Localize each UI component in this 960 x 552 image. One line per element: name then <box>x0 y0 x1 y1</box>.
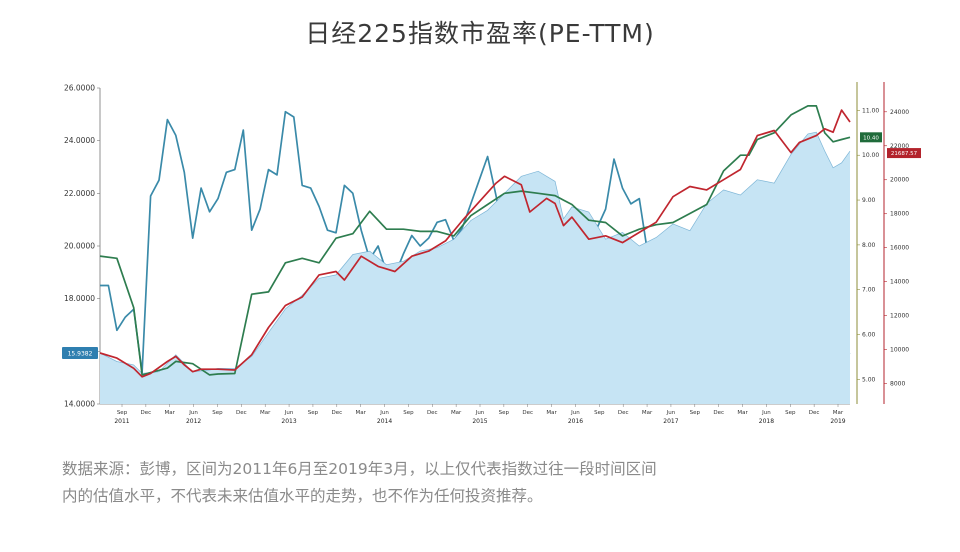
x-year-label: 2014 <box>377 418 392 425</box>
x-tick-label: Mar <box>260 410 271 416</box>
x-tick-label: Sep <box>594 410 605 416</box>
x-tick-label: Dec <box>809 410 820 416</box>
x-tick-label: Mar <box>165 410 176 416</box>
x-tick-label: Dec <box>618 410 629 416</box>
x-year-label: 2018 <box>759 418 774 425</box>
x-tick-label: Jun <box>284 410 294 416</box>
x-tick-label: Dec <box>713 410 724 416</box>
x-year-label: 2013 <box>281 418 296 425</box>
x-year-label: 2012 <box>186 418 201 425</box>
x-tick-label: Jun <box>666 410 676 416</box>
x-tick-label: Dec <box>331 410 342 416</box>
x-tick-label: Dec <box>141 410 152 416</box>
right-outer-tick-label: 12000 <box>890 313 909 320</box>
x-year-label: 2016 <box>568 418 583 425</box>
series-red-line <box>99 109 851 378</box>
right-inner-tick-label: 5.00 <box>862 376 876 383</box>
x-tick-label: Jun <box>188 410 198 416</box>
right-outer-tick-label: 8000 <box>890 381 905 388</box>
right-outer-tick-label: 10000 <box>890 347 909 354</box>
series-index-outline <box>99 131 851 374</box>
x-tick-label: Mar <box>642 410 653 416</box>
right-outer-tick-label: 16000 <box>890 245 909 252</box>
x-tick-label: Mar <box>546 410 557 416</box>
x-tick-label: Jun <box>761 410 771 416</box>
red-last-value-label: 21687.57 <box>891 151 918 157</box>
right-inner-tick-label: 9.00 <box>862 197 876 204</box>
x-tick-label: Sep <box>117 410 128 416</box>
left-tick-label: 22.0000 <box>64 189 95 198</box>
right-inner-tick-label: 6.00 <box>862 332 876 339</box>
right-outer-tick-label: 20000 <box>890 177 909 184</box>
left-last-value-label: 15.9382 <box>68 350 93 357</box>
chart-title: 日经225指数市盈率(PE-TTM) <box>305 19 655 48</box>
x-tick-label: Jun <box>475 410 485 416</box>
x-year-label: 2015 <box>472 418 487 425</box>
right-outer-tick-label: 24000 <box>890 109 909 116</box>
source-caption: 数据来源：彭博，区间为2011年6月至2019年3月，以上仅代表指数过往一段时间… <box>62 456 942 510</box>
x-tick-label: Sep <box>212 410 223 416</box>
x-tick-label: Dec <box>236 410 247 416</box>
x-tick-label: Mar <box>737 410 748 416</box>
green-last-value-badge <box>860 132 882 143</box>
x-tick-label: Sep <box>690 410 701 416</box>
x-year-label: 2011 <box>114 418 129 425</box>
right-outer-tick-label: 18000 <box>890 211 909 218</box>
x-year-label: 2017 <box>663 418 678 425</box>
series-index-area <box>100 132 850 404</box>
x-tick-label: Dec <box>427 410 438 416</box>
left-last-value-badge <box>62 346 98 359</box>
caption-line-2: 内的估值水平，不代表未来估值水平的走势，也不作为任何投资推荐。 <box>62 487 543 505</box>
x-tick-label: Mar <box>451 410 462 416</box>
x-tick-label: Mar <box>355 410 366 416</box>
left-tick-label: 18.0000 <box>64 294 95 303</box>
x-tick-label: Sep <box>403 410 414 416</box>
caption-line-1: 数据来源：彭博，区间为2011年6月至2019年3月，以上仅代表指数过往一段时间… <box>62 460 657 478</box>
green-last-value-label: 10.40 <box>863 135 879 141</box>
right-inner-tick-label: 7.00 <box>862 287 876 294</box>
x-tick-label: Sep <box>308 410 319 416</box>
series-green-line <box>99 105 851 376</box>
x-tick-label: Sep <box>785 410 796 416</box>
left-tick-label: 26.0000 <box>64 84 95 93</box>
red-last-value-badge <box>887 148 921 159</box>
right-outer-tick-label: 22000 <box>890 143 909 150</box>
left-tick-label: 20.0000 <box>64 242 95 251</box>
x-tick-label: Sep <box>499 410 510 416</box>
x-tick-label: Jun <box>570 410 580 416</box>
x-tick-label: Jun <box>379 410 389 416</box>
right-inner-tick-label: 11.00 <box>862 107 879 114</box>
right-outer-tick-label: 14000 <box>890 279 909 286</box>
x-tick-label: Dec <box>522 410 533 416</box>
x-year-label: 2019 <box>830 418 845 425</box>
right-inner-tick-label: 8.00 <box>862 242 876 249</box>
left-tick-label: 24.0000 <box>64 136 95 145</box>
right-inner-tick-label: 10.00 <box>862 152 879 159</box>
x-tick-label: Mar <box>833 410 844 416</box>
left-tick-label: 14.0000 <box>64 400 95 409</box>
